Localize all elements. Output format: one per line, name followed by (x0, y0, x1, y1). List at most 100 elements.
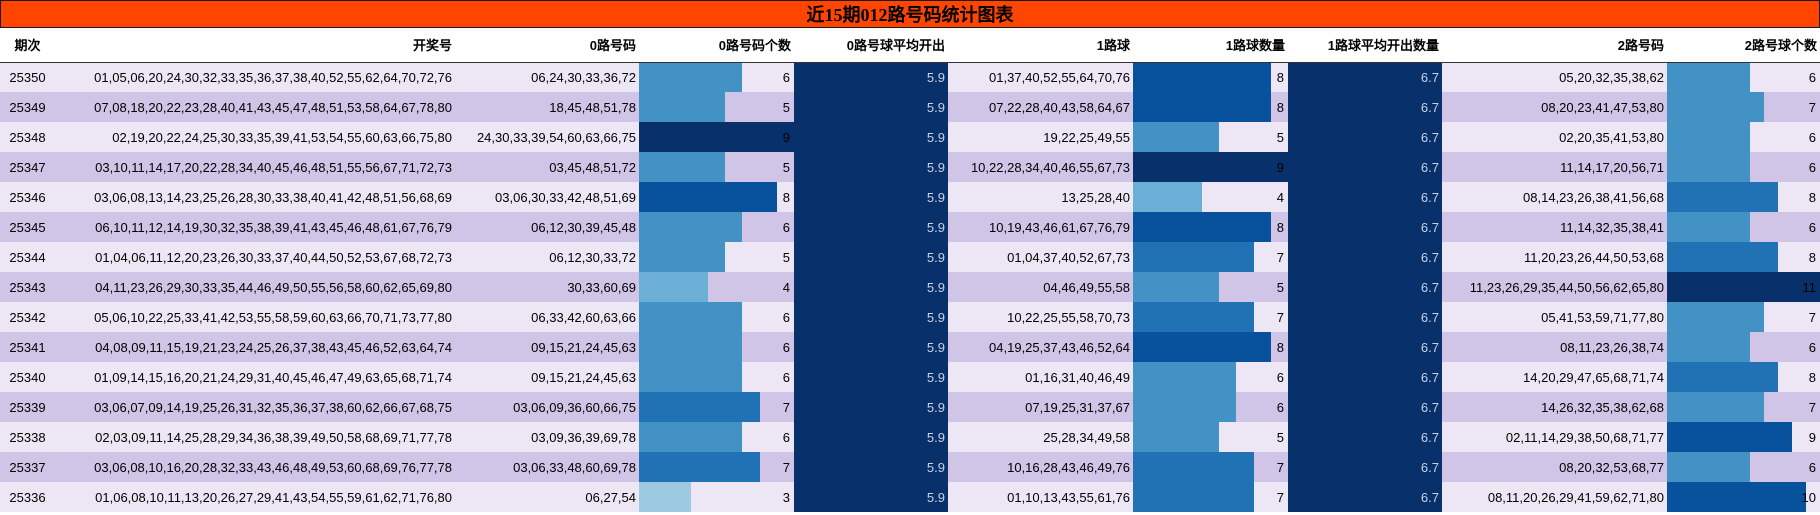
road0-average-cell: 5.9 (794, 182, 948, 212)
draw-numbers-cell: 03,10,11,14,17,20,22,28,34,40,45,46,48,5… (55, 152, 455, 182)
road1-count-cell-bar (1133, 272, 1220, 302)
road0-average-cell: 5.9 (794, 362, 948, 392)
road1-count-cell-label: 6 (1276, 399, 1284, 415)
road1-count-cell-bar (1133, 452, 1254, 482)
road2-count-cell-bar (1667, 212, 1751, 242)
road1-count-cell-bar (1133, 332, 1271, 362)
road1-numbers-cell: 25,28,34,49,58 (948, 422, 1133, 452)
road0-count-cell: 6 (639, 62, 794, 92)
road0-numbers-cell: 06,24,30,33,36,72 (455, 62, 639, 92)
road2-numbers-cell: 08,20,23,41,47,53,80 (1442, 92, 1667, 122)
road0-average-cell: 5.9 (794, 392, 948, 422)
road2-count-cell-label: 7 (1808, 309, 1816, 325)
road2-count-cell-label: 6 (1808, 219, 1816, 235)
draw-numbers-cell: 03,06,08,10,16,20,28,32,33,43,46,48,49,5… (55, 452, 455, 482)
road1-average-cell: 6.7 (1288, 422, 1442, 452)
road0-count-cell-bar (639, 422, 743, 452)
road0-numbers-cell: 06,12,30,39,45,48 (455, 212, 639, 242)
road0-numbers-cell: 03,45,48,51,72 (455, 152, 639, 182)
road2-count-cell-label: 6 (1808, 339, 1816, 355)
road1-count-cell: 7 (1133, 302, 1288, 332)
road0-numbers-cell: 24,30,33,39,54,60,63,66,75 (455, 122, 639, 152)
road1-numbers-cell: 04,19,25,37,43,46,52,64 (948, 332, 1133, 362)
road1-numbers-cell: 10,22,25,55,58,70,73 (948, 302, 1133, 332)
road0-count-cell-bar (639, 452, 760, 482)
road2-count-cell-bar (1667, 272, 1820, 302)
period-cell: 25337 (0, 452, 55, 482)
table-row: 25345 06,10,11,12,14,19,30,32,35,38,39,41… (0, 212, 1820, 242)
period-cell: 25341 (0, 332, 55, 362)
period-cell: 25348 (0, 122, 55, 152)
road2-count-cell: 6 (1667, 452, 1820, 482)
road0-count-cell-bar (639, 302, 743, 332)
road0-count-cell-label: 6 (782, 219, 790, 235)
road0-count-cell: 6 (639, 212, 794, 242)
draw-numbers-cell: 03,06,07,09,14,19,25,26,31,32,35,36,37,3… (55, 392, 455, 422)
road2-numbers-cell: 11,14,17,20,56,71 (1442, 152, 1667, 182)
road1-average-cell: 6.7 (1288, 362, 1442, 392)
road1-count-cell-label: 8 (1276, 339, 1284, 355)
road0-count-cell: 8 (639, 182, 794, 212)
road0-count-cell-bar (639, 122, 794, 152)
road0-numbers-cell: 06,33,42,60,63,66 (455, 302, 639, 332)
table-row: 25348 02,19,20,22,24,25,30,33,35,39,41,53… (0, 122, 1820, 152)
road2-count-cell: 7 (1667, 392, 1820, 422)
period-cell: 25346 (0, 182, 55, 212)
road2-count-cell: 6 (1667, 332, 1820, 362)
road1-count-cell: 7 (1133, 242, 1288, 272)
road0-count-cell: 5 (639, 152, 794, 182)
road0-numbers-cell: 03,06,30,33,42,48,51,69 (455, 182, 639, 212)
road1-numbers-cell: 10,19,43,46,61,67,76,79 (948, 212, 1133, 242)
road0-count-cell-bar (639, 482, 691, 512)
road0-count-cell-label: 6 (782, 339, 790, 355)
road0-average-cell: 5.9 (794, 122, 948, 152)
road2-count-cell-label: 7 (1808, 99, 1816, 115)
draw-numbers-cell: 07,08,18,20,22,23,28,40,41,43,45,47,48,5… (55, 92, 455, 122)
road2-count-cell-bar (1667, 332, 1751, 362)
table-row: 25342 05,06,10,22,25,33,41,42,53,55,58,59… (0, 302, 1820, 332)
road2-count-cell-bar (1667, 122, 1751, 152)
road1-count-cell-label: 8 (1276, 99, 1284, 115)
road1-average-cell: 6.7 (1288, 62, 1442, 92)
road1-numbers-cell: 07,19,25,31,37,67 (948, 392, 1133, 422)
road1-average-cell: 6.7 (1288, 302, 1442, 332)
road2-count-cell-label: 11 (1802, 279, 1817, 295)
road1-average-cell: 6.7 (1288, 482, 1442, 512)
road0-average-cell: 5.9 (794, 452, 948, 482)
road0-numbers-cell: 18,45,48,51,78 (455, 92, 639, 122)
road1-count-cell: 8 (1133, 212, 1288, 242)
road0-average-cell: 5.9 (794, 62, 948, 92)
draw-numbers-cell: 06,10,11,12,14,19,30,32,35,38,39,41,43,4… (55, 212, 455, 242)
road2-count-cell: 10 (1667, 482, 1820, 512)
road2-count-cell-label: 8 (1808, 249, 1816, 265)
road1-numbers-cell: 10,16,28,43,46,49,76 (948, 452, 1133, 482)
road0-count-cell-bar (639, 62, 743, 92)
road0-average-cell: 5.9 (794, 272, 948, 302)
road0-average-cell: 5.9 (794, 332, 948, 362)
header-road1-count: 1路球数量 (1133, 28, 1288, 63)
road1-count-cell-label: 8 (1276, 69, 1284, 85)
road0-average-cell: 5.9 (794, 92, 948, 122)
road0-count-cell-bar (639, 182, 777, 212)
draw-numbers-cell: 01,05,06,20,24,30,32,33,35,36,37,38,40,5… (55, 62, 455, 92)
header-row: 期次 开奖号 0路号码 0路号码个数 0路号球平均开出 1路球 1路球数量 1路… (0, 28, 1820, 63)
road1-average-cell: 6.7 (1288, 452, 1442, 482)
road1-count-cell-bar (1133, 122, 1220, 152)
road0-count-cell: 6 (639, 332, 794, 362)
road0-count-cell: 6 (639, 422, 794, 452)
road1-count-cell-bar (1133, 242, 1254, 272)
road0-average-cell: 5.9 (794, 422, 948, 452)
road0-count-cell: 5 (639, 242, 794, 272)
road1-count-cell-label: 5 (1276, 429, 1284, 445)
period-cell: 25340 (0, 362, 55, 392)
road0-count-cell-label: 7 (782, 459, 790, 475)
road1-count-cell: 9 (1133, 152, 1288, 182)
road1-count-cell: 8 (1133, 92, 1288, 122)
road0-average-cell: 5.9 (794, 482, 948, 512)
road1-average-cell: 6.7 (1288, 182, 1442, 212)
road2-numbers-cell: 02,20,35,41,53,80 (1442, 122, 1667, 152)
header-road0-numbers: 0路号码 (455, 28, 639, 63)
road1-count-cell-bar (1133, 362, 1237, 392)
road1-numbers-cell: 01,37,40,52,55,64,70,76 (948, 62, 1133, 92)
road1-count-cell: 4 (1133, 182, 1288, 212)
